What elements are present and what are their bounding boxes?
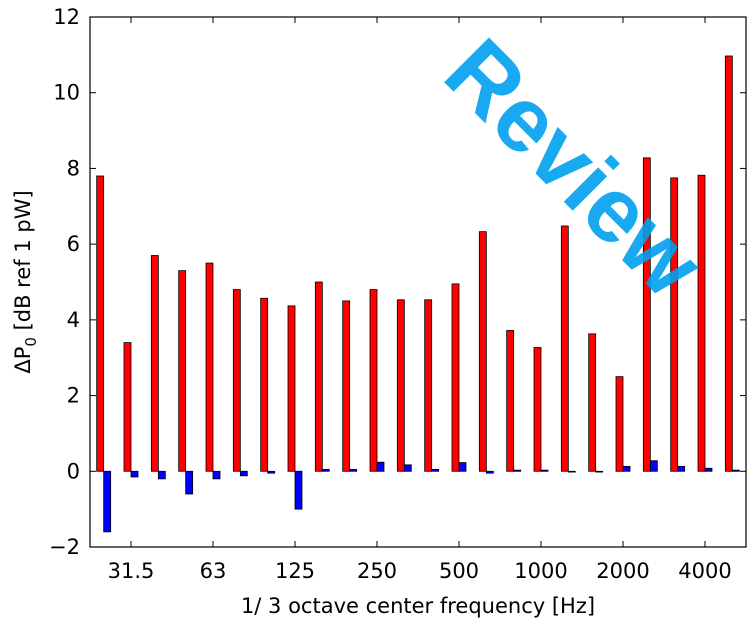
bar-series2-63 bbox=[212, 470, 221, 480]
bar-series2-31.5 bbox=[130, 470, 139, 478]
y-axis-label: ΔP0 [dB ref 1 pW] bbox=[11, 190, 40, 373]
y-tick-label: 4 bbox=[67, 308, 80, 332]
bar-series2-4000 bbox=[704, 467, 713, 472]
bar-series2-200 bbox=[349, 468, 358, 472]
bar-series2-40 bbox=[157, 470, 166, 480]
y-axis-ticks: −2 0 2 4 6 8 10 12 bbox=[49, 5, 746, 559]
bar-series1-1600 bbox=[588, 333, 597, 472]
bar-series2-125 bbox=[294, 470, 303, 510]
bar-series2-800 bbox=[513, 469, 522, 472]
x-tick-label: 63 bbox=[200, 559, 227, 583]
x-tick-label: 500 bbox=[439, 559, 479, 583]
bar-series1-800 bbox=[506, 330, 515, 472]
bar-series2-630 bbox=[485, 470, 494, 474]
bar-series2-250 bbox=[376, 461, 385, 472]
bar-series1-25 bbox=[96, 175, 105, 472]
bar-series1-400 bbox=[424, 299, 433, 472]
bar-series1-100 bbox=[260, 297, 269, 472]
bars-group bbox=[96, 55, 740, 533]
bar-series2-500 bbox=[458, 462, 467, 472]
bar-series1-2000 bbox=[615, 376, 624, 472]
bar-series1-3150 bbox=[670, 177, 679, 472]
bar-series1-250 bbox=[369, 289, 378, 472]
y-tick-label: −2 bbox=[49, 535, 80, 559]
bar-series1-1250 bbox=[560, 225, 569, 472]
y-tick-label: 10 bbox=[53, 81, 80, 105]
y-tick-label: 2 bbox=[67, 384, 80, 408]
bar-series1-500 bbox=[451, 283, 460, 472]
x-axis-label: 1/ 3 octave center frequency [Hz] bbox=[241, 594, 595, 618]
bar-series1-630 bbox=[478, 231, 487, 472]
x-axis-ticks: 31.5 63 125 250 500 1000 2000 4000 bbox=[108, 17, 732, 583]
bar-series1-4000 bbox=[697, 174, 706, 472]
bar-series2-2000 bbox=[622, 465, 631, 472]
bar-series1-315 bbox=[396, 299, 405, 472]
bar-series1-31.5 bbox=[123, 342, 132, 472]
bar-series2-100 bbox=[267, 470, 276, 474]
bar-series1-200 bbox=[342, 300, 351, 472]
bar-series2-25 bbox=[103, 470, 112, 533]
bar-series1-1000 bbox=[533, 347, 542, 472]
bar-series2-1000 bbox=[540, 469, 549, 472]
plot-area bbox=[90, 17, 746, 547]
bar-series2-315 bbox=[403, 464, 412, 472]
plot-frame bbox=[89, 16, 747, 548]
x-tick-label: 2000 bbox=[596, 559, 649, 583]
bar-series2-2500 bbox=[649, 460, 658, 472]
x-tick-label: 1000 bbox=[514, 559, 567, 583]
bar-series1-63 bbox=[205, 262, 214, 472]
bar-series1-80 bbox=[232, 289, 241, 472]
y-tick-label: 8 bbox=[67, 156, 80, 180]
bar-series1-5000 bbox=[724, 55, 733, 472]
bar-series2-1600 bbox=[595, 470, 604, 473]
bar-series1-50 bbox=[178, 270, 187, 472]
bar-series2-160 bbox=[321, 468, 330, 472]
y-axis-label-subscript: 0 bbox=[22, 337, 40, 347]
x-tick-label: 31.5 bbox=[108, 559, 155, 583]
y-tick-label: 6 bbox=[67, 232, 80, 256]
x-tick-label: 250 bbox=[357, 559, 397, 583]
bar-series2-50 bbox=[185, 470, 194, 495]
bar-series1-2500 bbox=[642, 157, 651, 472]
bar-series2-1250 bbox=[567, 470, 576, 473]
bar-series2-3150 bbox=[677, 465, 686, 472]
y-axis-label-suffix: [dB ref 1 pW] bbox=[11, 190, 35, 337]
y-tick-label: 12 bbox=[53, 5, 80, 29]
bar-series1-40 bbox=[150, 255, 159, 472]
bar-series2-400 bbox=[431, 468, 440, 472]
bar-series1-125 bbox=[287, 305, 296, 472]
x-tick-label: 125 bbox=[275, 559, 315, 583]
y-axis-label-prefix: ΔP bbox=[11, 347, 35, 374]
bar-series1-160 bbox=[314, 281, 323, 472]
y-tick-label: 0 bbox=[67, 459, 80, 483]
bar-series2-80 bbox=[239, 470, 248, 477]
bar-series2-5000 bbox=[731, 469, 740, 472]
x-tick-label: 4000 bbox=[678, 559, 731, 583]
